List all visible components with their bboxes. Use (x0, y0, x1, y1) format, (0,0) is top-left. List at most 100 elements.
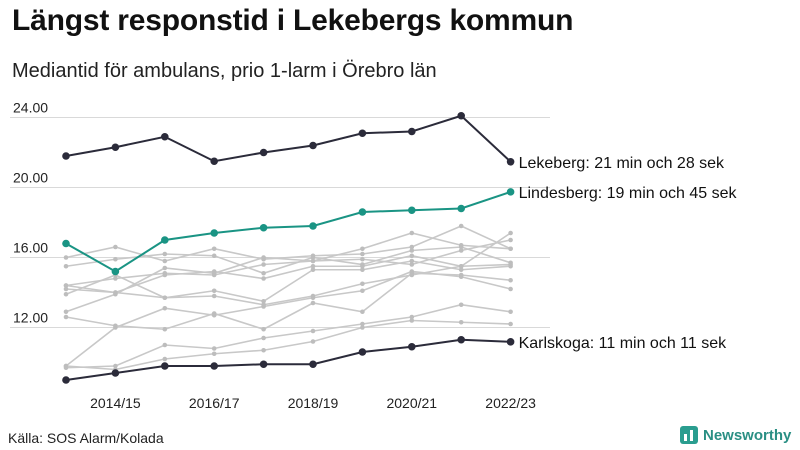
series-point-lindesberg (210, 229, 218, 237)
background-series-point (310, 267, 316, 273)
background-series-point (360, 281, 365, 287)
series-point-lindesberg (457, 204, 466, 213)
background-series-point (458, 248, 464, 253)
background-series-point (162, 258, 168, 264)
series-point-karlskoga (62, 376, 70, 384)
x-tick-label: 2020/21 (386, 395, 437, 411)
series-point-lekeberg (358, 129, 367, 138)
background-series-point (310, 255, 316, 260)
background-series-point (310, 328, 316, 334)
series-point-lindesberg (259, 223, 268, 232)
background-series-point (409, 314, 415, 320)
background-series-point (162, 342, 168, 348)
background-series-point (508, 230, 513, 236)
background-series-point (458, 267, 464, 273)
background-series-point (360, 246, 365, 252)
series-point-lindesberg (309, 222, 317, 230)
background-series-point (310, 339, 316, 344)
background-series-line (65, 225, 511, 262)
background-series-point (63, 263, 69, 269)
background-series-point (63, 286, 69, 292)
series-point-lekeberg (62, 152, 70, 160)
background-series-point (211, 253, 217, 259)
series-line-lindesberg (65, 190, 511, 273)
series-point-lekeberg (309, 141, 317, 150)
background-series-point (211, 246, 217, 252)
highlight-series (62, 111, 515, 384)
background-series-point (261, 302, 266, 308)
background-series-point (409, 262, 415, 267)
series-point-lekeberg (161, 132, 169, 141)
series-point-lindesberg (62, 239, 70, 248)
background-series-point (310, 258, 316, 264)
series-point-karlskoga (210, 362, 218, 370)
background-series-point (409, 244, 415, 250)
series-point-lekeberg (111, 143, 120, 152)
y-tick-label: 16.00 (13, 240, 48, 256)
background-series-point (508, 262, 513, 267)
background-series-point (508, 237, 513, 243)
background-series-point (211, 288, 217, 294)
series-point-lekeberg (259, 148, 268, 157)
background-series-point (211, 270, 217, 276)
series-label-lindesberg: Lindesberg: 19 min och 45 sek (519, 185, 738, 202)
background-series-point (409, 318, 415, 323)
series-label-karlskoga: Karlskoga: 11 min och 11 sek (519, 335, 728, 352)
background-series-point (458, 274, 464, 280)
series-point-lekeberg (457, 111, 466, 120)
background-series-point (310, 263, 316, 269)
background-series-point (508, 321, 513, 327)
series-point-karlskoga (111, 369, 120, 377)
background-series-point (211, 351, 217, 357)
background-series-point (261, 326, 266, 332)
series-point-lindesberg (506, 188, 515, 196)
background-series-point (63, 255, 69, 260)
series-point-lekeberg (506, 157, 515, 166)
background-series-point (63, 309, 69, 315)
background-series-point (508, 277, 513, 283)
background-series-point (113, 256, 118, 262)
newsworthy-logo: Newsworthy (680, 426, 791, 444)
background-series-point (261, 262, 266, 267)
background-series-point (211, 312, 217, 318)
background-series-point (162, 356, 168, 362)
series-point-lekeberg (210, 157, 218, 166)
background-series-line (65, 263, 511, 306)
background-series-point (211, 293, 217, 299)
background-series-point (360, 263, 365, 269)
y-tick-label: 12.00 (13, 310, 48, 326)
background-series-point (113, 325, 118, 330)
x-tick-label: 2022/23 (485, 395, 536, 411)
x-tick-label: 2018/19 (288, 395, 339, 411)
background-series-point (458, 242, 464, 248)
background-series-point (508, 309, 513, 315)
line-chart: 12.00 16.00 20.00 24.00 2014/15 2016/17 2018/… (10, 100, 738, 411)
series-point-lindesberg (161, 236, 169, 244)
background-series-point (162, 326, 168, 332)
background-series-point (162, 251, 168, 257)
background-series-point (113, 363, 118, 369)
series-line-lekeberg (65, 114, 512, 163)
series-end-labels: Lekeberg: 21 min och 28 sek Lindesberg: 1… (519, 155, 738, 352)
background-series-line (65, 270, 511, 367)
background-series-point (458, 223, 464, 229)
background-series-point (360, 309, 365, 315)
background-series-point (409, 258, 415, 264)
background-series-point (458, 319, 464, 325)
background-series-point (409, 269, 415, 274)
background-series-point (261, 255, 266, 260)
background-series-point (409, 253, 415, 259)
background-series-point (261, 335, 266, 341)
background-series-point (162, 305, 168, 311)
background-series-line (65, 239, 511, 287)
series-point-lindesberg (408, 206, 416, 215)
gridlines (10, 117, 550, 328)
chart-title: Längst responstid i Lekebergs kommun (12, 4, 574, 37)
series-label-lekeberg: Lekeberg: 21 min och 28 sek (519, 155, 725, 172)
background-series-point (360, 288, 365, 294)
bar-chart-icon (680, 426, 698, 444)
background-series-point (409, 272, 415, 278)
background-series-point (162, 295, 168, 301)
series-point-karlskoga (161, 362, 169, 370)
background-series-point (360, 256, 365, 262)
